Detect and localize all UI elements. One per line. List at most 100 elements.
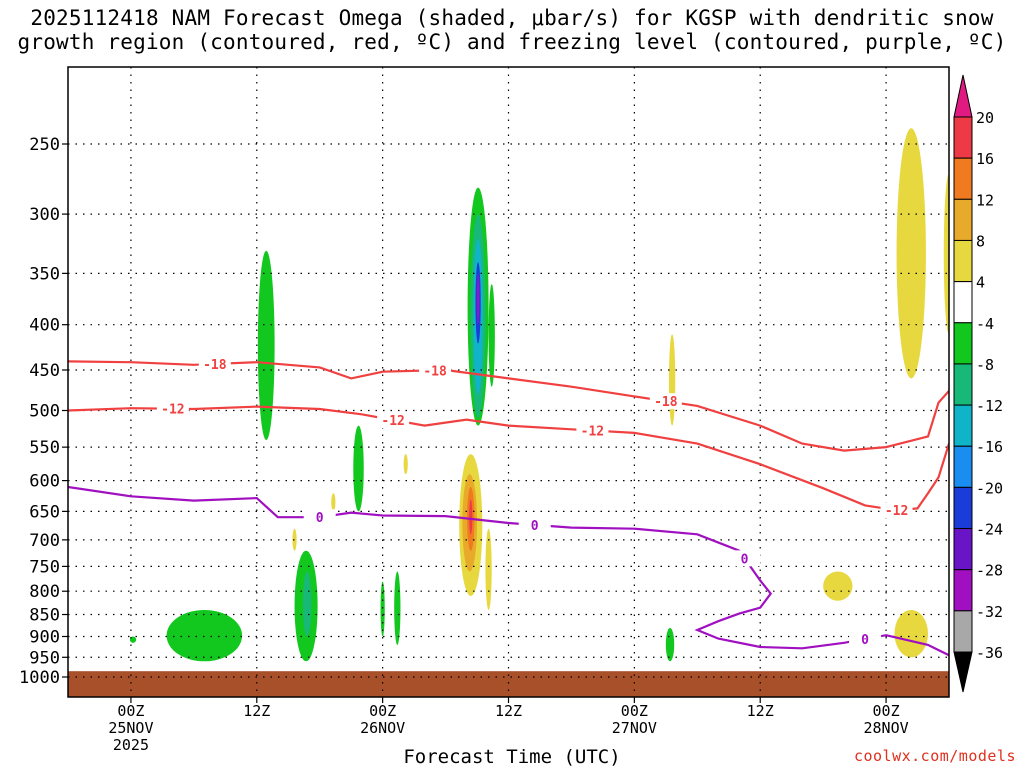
dgz-minus12-contour-label-bg (156, 400, 189, 417)
colorbar-swatch-12 (953, 610, 973, 653)
x-tick-label-6-2: 2025 (113, 736, 149, 754)
colorbar-label-9: -20 (976, 479, 1003, 497)
x-tick-label-78-0: 00Z (873, 702, 900, 720)
chart-title-line-1: 2025112418 NAM Forecast Omega (shaded, μ… (30, 6, 994, 30)
colorbar-label-4: 4 (976, 274, 985, 292)
colorbar-swatch-1 (953, 157, 973, 200)
y-tick-label-550: 550 (29, 438, 60, 458)
omega-region-down_4 (896, 128, 926, 379)
dgz-minus18-contour (68, 360, 949, 452)
colorbar-label-2: 12 (976, 191, 994, 209)
y-tick-label-850: 850 (29, 606, 60, 626)
omega-region-down_4 (894, 609, 929, 658)
omega-region-up_8 (166, 609, 243, 662)
x-tick-label-6-1: 25NOV (108, 719, 153, 737)
y-tick-label-700: 700 (29, 531, 60, 551)
plot-area: -12 -12 -12 -12 -18 -18 -18 0 0 0 0 (68, 67, 949, 697)
colorbar-swatch-8 (953, 445, 973, 488)
colorbar-label-13: -36 (976, 644, 1003, 662)
colorbar-label-0: 20 (976, 109, 994, 127)
x-tick-label-42-0: 12Z (495, 702, 522, 720)
colorbar-swatch-0 (953, 116, 973, 159)
colorbar-swatch-6 (953, 363, 973, 406)
colorbar-bottom-arrow (953, 651, 973, 693)
dgz-minus12-contour-label-bg (880, 502, 913, 519)
dgz-minus12-contour-label: -12 (381, 414, 404, 429)
y-tick-label-350: 350 (29, 264, 60, 284)
dgz-minus12-contour-label-bg (377, 411, 410, 428)
omega-region-down_4 (292, 528, 297, 551)
y-tick-label-1000: 1000 (19, 668, 60, 688)
omega-region-down_4 (485, 528, 492, 610)
y-tick-label-300: 300 (29, 205, 60, 225)
x-tick-label-54-0: 00Z (621, 702, 648, 720)
colorbar-swatch-11 (953, 569, 973, 612)
chart-title-line-2: growth region (contoured, red, ºC) and f… (17, 30, 1007, 54)
dgz-minus18-contour-label-bg (419, 362, 452, 379)
colorbar-label-6: -8 (976, 356, 994, 374)
dgz-minus18-contour-label-bg (649, 393, 682, 410)
x-tick-label-18-0: 12Z (243, 702, 270, 720)
colorbar-label-8: -16 (976, 438, 1003, 456)
x-tick-label-66-0: 12Z (747, 702, 774, 720)
dgz-minus18-contour-label: -18 (654, 395, 678, 410)
omega-region-down_4 (943, 173, 949, 335)
colorbar-swatch-9 (953, 486, 973, 530)
colorbar-swatch-10 (953, 528, 973, 571)
x-tick-label-30-1: 26NOV (360, 719, 405, 737)
omega-region-up_8 (257, 250, 275, 441)
x-tick-label-30-0: 00Z (369, 702, 396, 720)
dgz-minus18-contour-label: -18 (203, 358, 227, 373)
colorbar-top-arrow (953, 74, 973, 118)
y-tick-label-250: 250 (29, 135, 60, 155)
dgz-minus18-contour-label-bg (198, 355, 231, 372)
colorbar-label-12: -32 (976, 603, 1003, 621)
y-tick-label-450: 450 (29, 361, 60, 381)
y-tick-label-750: 750 (29, 557, 60, 577)
omega-region-up_8 (665, 627, 675, 662)
colorbar-swatch-5 (953, 322, 973, 365)
colorbar-label-3: 8 (976, 232, 985, 250)
dgz-minus12-contour-label: -12 (161, 403, 184, 418)
y-tick-label-500: 500 (29, 402, 60, 422)
colorbar-swatch-2 (953, 198, 973, 241)
dgz-minus12-contour-label-bg (576, 422, 609, 439)
y-tick-label-950: 950 (29, 648, 60, 668)
freezing-level-contour-label: 0 (861, 633, 869, 648)
omega-region-up_12 (302, 571, 312, 637)
source-credit[interactable]: coolwx.com/models (853, 747, 1016, 765)
y-tick-label-600: 600 (29, 472, 60, 492)
omega-region-down_4 (403, 454, 408, 475)
y-tick-label-400: 400 (29, 316, 60, 336)
omega-region-down_4 (823, 571, 853, 601)
colorbar-label-1: 16 (976, 150, 994, 168)
dgz-minus18-contour-label: -18 (423, 364, 447, 379)
freezing-level-contour-label-bg (728, 550, 761, 567)
omega-region-up_8 (353, 425, 364, 512)
y-tick-label-650: 650 (29, 502, 60, 522)
dgz-minus12-contour-label: -12 (885, 504, 908, 519)
omega-region-down_16 (469, 499, 473, 535)
x-tick-label-54-1: 27NOV (612, 719, 657, 737)
x-axis-label: Forecast Time (UTC) (403, 746, 621, 768)
x-tick-label-6-0: 00Z (117, 702, 144, 720)
freezing-level-contour-label: 0 (531, 519, 539, 534)
freezing-level-contour-label-bg (518, 516, 551, 533)
x-tick-label-78-1: 28NOV (863, 719, 908, 737)
colorbar-label-11: -28 (976, 562, 1003, 580)
omega-region-down_4 (331, 493, 336, 512)
omega-region-up_32 (476, 273, 480, 325)
freezing-level-contour-label-bg (849, 631, 882, 648)
freezing-level-contour-label: 0 (741, 552, 749, 567)
colorbar-label-7: -12 (976, 397, 1003, 415)
colorbar-swatch-3 (953, 239, 973, 283)
y-tick-label-800: 800 (29, 582, 60, 602)
colorbar-swatch-7 (953, 404, 973, 447)
omega-region-up_8 (380, 581, 385, 637)
freezing-level-contour-label: 0 (316, 511, 324, 526)
omega-region-up_8 (488, 284, 495, 387)
y-tick-label-900: 900 (29, 627, 60, 647)
colorbar-swatch-4 (953, 281, 973, 324)
colorbar-label-10: -24 (976, 521, 1003, 539)
